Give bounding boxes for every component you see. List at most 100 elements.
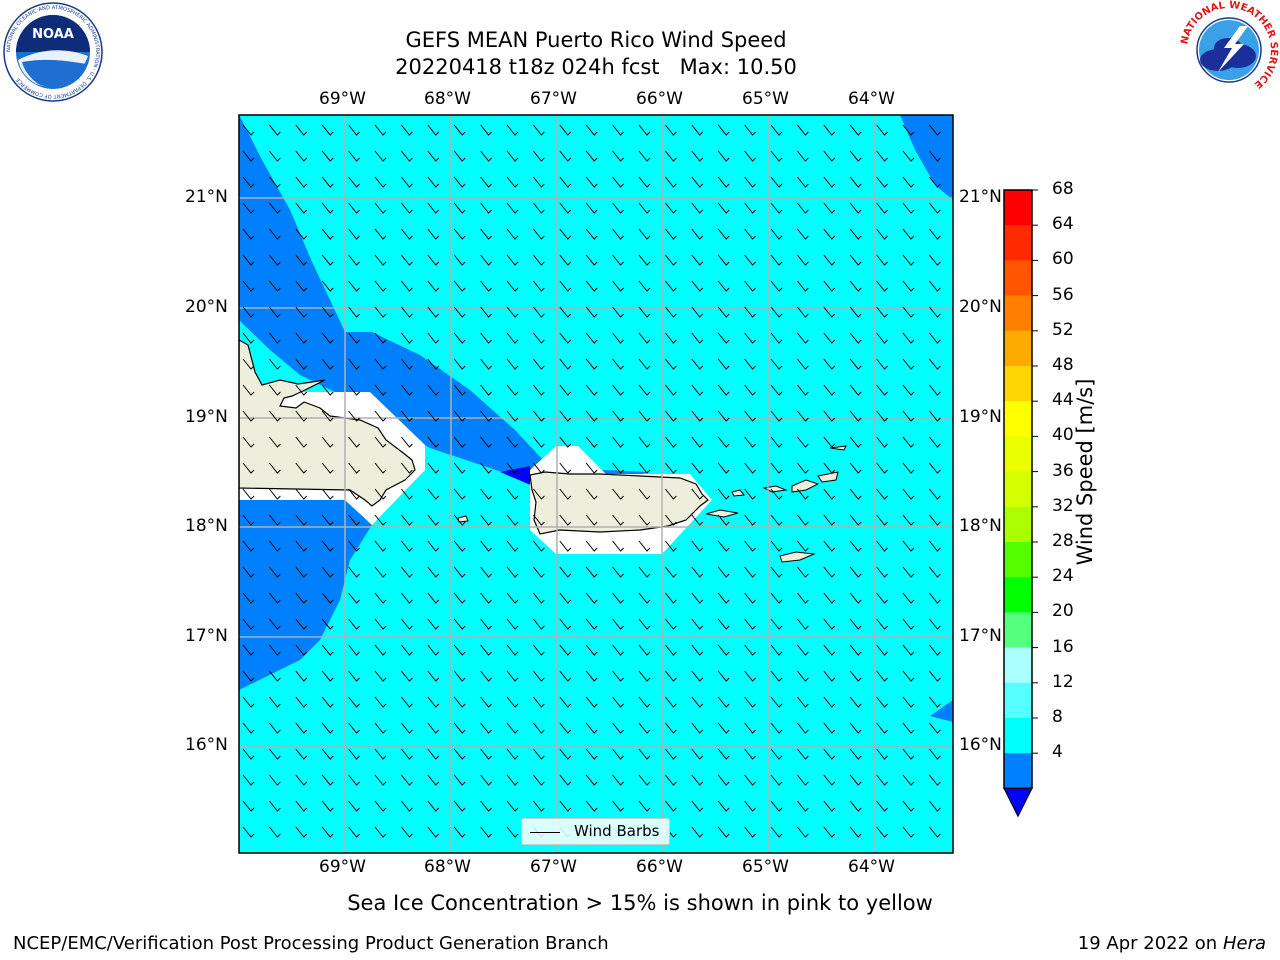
wind-barb — [533, 748, 545, 760]
wind-barb — [691, 202, 704, 214]
wind-barb — [427, 358, 440, 370]
wind-barb — [744, 488, 756, 500]
wind-barb — [453, 826, 466, 838]
wind-barb — [374, 462, 387, 474]
colorbar-tick-label: 64 — [1052, 214, 1074, 235]
wind-barb — [849, 540, 862, 552]
wind-barb — [242, 514, 255, 526]
wind-barb — [585, 202, 598, 214]
wind-barb — [717, 332, 730, 344]
wind-barb — [823, 384, 836, 396]
wind-barb — [401, 566, 413, 578]
wind-barb — [665, 202, 677, 214]
wind-barb — [638, 228, 651, 240]
wind-barb — [374, 150, 387, 162]
wind-barb — [638, 254, 651, 266]
wind-barb — [348, 644, 360, 656]
wind-barb — [559, 358, 572, 370]
wind-barb — [295, 566, 308, 578]
lat-label-left: 16°N — [185, 735, 228, 755]
wind-barb — [269, 800, 281, 812]
wind-barb — [480, 306, 492, 318]
wind-barb — [770, 592, 783, 604]
wind-barb — [717, 618, 730, 630]
wind-barb — [691, 618, 704, 630]
wind-barb — [427, 800, 440, 812]
wind-barb — [929, 124, 941, 136]
culebra-island — [731, 489, 745, 497]
wind-barb — [348, 488, 360, 500]
wind-barb — [770, 826, 783, 838]
wind-barb — [876, 826, 888, 838]
wind-barb — [374, 436, 387, 448]
wind-barb — [876, 280, 888, 292]
wind-barb — [295, 774, 308, 786]
wind-barb — [823, 306, 836, 318]
wind-barb — [717, 124, 730, 136]
colorbar-tick-label: 28 — [1052, 531, 1074, 551]
lon-label-top: 68°W — [424, 89, 471, 109]
wind-barb — [506, 618, 519, 630]
wind-barb — [770, 436, 783, 448]
wind-barb — [744, 696, 756, 708]
wind-barb — [533, 332, 545, 344]
wind-barb — [929, 670, 941, 682]
wind-barb — [321, 748, 334, 760]
wind-barb — [506, 722, 519, 734]
wind-barb — [876, 800, 888, 812]
wind-barb — [427, 644, 440, 656]
wind-barb — [559, 306, 572, 318]
wind-barb — [453, 228, 466, 240]
wind-barb — [559, 332, 572, 344]
wind-barb — [506, 384, 519, 396]
wind-barb — [480, 436, 492, 448]
wind-barb — [744, 202, 756, 214]
wind-barb — [849, 488, 862, 500]
wind-barb — [269, 332, 281, 344]
wind-barb — [242, 280, 255, 292]
wind-barb — [533, 800, 545, 812]
wind-barb — [638, 748, 651, 760]
wind-barb — [638, 176, 651, 188]
wind-barb — [849, 202, 862, 214]
wind-zone-northeast — [900, 115, 953, 200]
wind-barb — [348, 124, 360, 136]
wind-barb — [902, 332, 915, 344]
wind-barb — [902, 462, 915, 474]
wind-barb — [559, 592, 572, 604]
wind-barb — [374, 280, 387, 292]
wind-barb — [401, 150, 413, 162]
wind-zone-calm — [500, 466, 533, 486]
wind-barb — [717, 800, 730, 812]
wind-barb — [770, 228, 783, 240]
wind-barb — [533, 618, 545, 630]
wind-barb — [453, 488, 466, 500]
colorbar-segment — [1004, 718, 1032, 754]
wind-barb — [295, 514, 308, 526]
wind-barb — [480, 696, 492, 708]
wind-barb — [533, 436, 545, 448]
wind-barb — [401, 306, 413, 318]
wind-barb — [638, 436, 651, 448]
tortola-island — [817, 471, 839, 483]
wind-barb — [321, 280, 334, 292]
wind-barb — [585, 592, 598, 604]
wind-barb — [321, 514, 334, 526]
wind-barb — [427, 696, 440, 708]
wind-barb — [902, 592, 915, 604]
wind-barb — [585, 228, 598, 240]
footer-host: Hera — [1222, 933, 1266, 954]
wind-barb — [691, 540, 704, 552]
wind-barb — [453, 436, 466, 448]
wind-barb — [876, 774, 888, 786]
wind-barb — [427, 202, 440, 214]
wind-barb — [849, 150, 862, 162]
wind-barb — [691, 384, 704, 396]
wind-barb — [876, 592, 888, 604]
wind-barb — [427, 462, 440, 474]
wind-barb — [849, 800, 862, 812]
wind-barb — [612, 540, 624, 552]
wind-barb — [374, 384, 387, 396]
wind-barb — [770, 124, 783, 136]
wind-barb — [823, 540, 836, 552]
